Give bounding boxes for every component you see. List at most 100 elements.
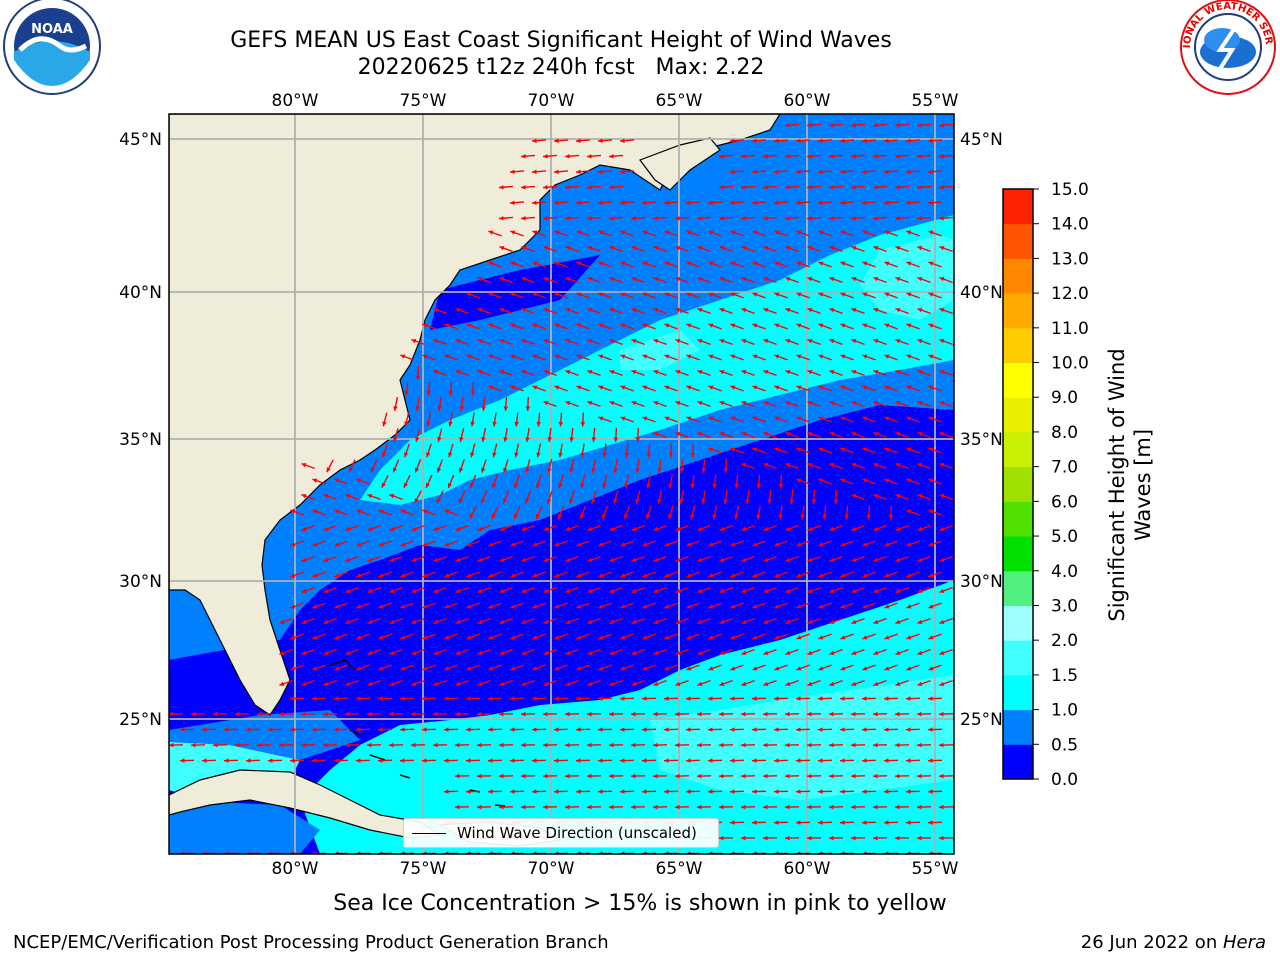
wind-wave-arrowhead: [873, 711, 878, 717]
wind-wave-arrowhead: [532, 230, 538, 235]
wind-wave-arrowhead: [488, 292, 494, 297]
wind-wave-arrowhead: [928, 200, 933, 205]
wind-wave-arrowhead: [774, 758, 779, 763]
wind-wave-arrowhead: [334, 542, 340, 547]
wind-wave-arrowhead: [708, 354, 714, 359]
wind-wave-arrowhead: [708, 323, 714, 328]
wind-wave-arrowhead: [312, 509, 318, 514]
wind-wave-arrowhead: [580, 483, 585, 489]
wind-wave-arrowhead: [686, 696, 691, 701]
lat-label: 30°N: [119, 572, 162, 592]
wind-wave-arrowhead: [543, 308, 549, 313]
wind-wave-arrowhead: [796, 169, 801, 174]
wind-wave-arrowhead: [477, 588, 483, 593]
wind-wave-arrowhead: [763, 277, 769, 282]
wind-wave-arrowhead: [811, 499, 817, 504]
wind-wave-arrowhead: [939, 123, 944, 128]
wind-wave-arrowhead: [675, 339, 681, 344]
wind-wave-arrowhead: [851, 401, 857, 406]
wind-wave-arrowhead: [829, 123, 834, 128]
wind-wave-arrowhead: [290, 542, 296, 547]
wind-wave-arrowhead: [565, 557, 571, 562]
wind-wave-arrowhead: [675, 742, 680, 748]
wind-wave-arrowhead: [719, 711, 724, 717]
wind-wave-arrowhead: [444, 696, 449, 701]
wind-wave-arrowhead: [785, 339, 791, 344]
wind-wave-arrowhead: [514, 452, 519, 458]
wind-wave-arrowhead: [906, 261, 912, 266]
wind-wave-arrowhead: [822, 514, 827, 520]
wind-wave-arrowhead: [818, 447, 824, 452]
wind-wave-arrowhead: [554, 758, 559, 763]
wind-wave-arrowhead: [576, 696, 581, 701]
wind-wave-arrowhead: [481, 467, 486, 473]
wind-wave-arrowhead: [554, 604, 560, 609]
wind-wave-arrowhead: [631, 401, 637, 406]
wind-wave-arrowhead: [807, 246, 813, 251]
wind-wave-arrowhead: [851, 681, 857, 686]
wind-wave-arrowhead: [774, 666, 780, 671]
wind-wave-arrowhead: [514, 421, 519, 427]
colorbar-segment: [1003, 362, 1033, 398]
colorbar: [1003, 189, 1033, 780]
wind-wave-arrowhead: [818, 138, 823, 143]
wind-wave-arrowhead: [576, 727, 581, 732]
wind-wave-arrowhead: [455, 526, 461, 531]
wind-wave-arrowhead: [829, 216, 834, 221]
wind-wave-arrowhead: [884, 758, 889, 763]
wind-wave-arrowhead: [873, 463, 879, 468]
wind-wave-arrowhead: [873, 804, 878, 810]
wind-wave-arrowhead: [862, 573, 868, 578]
wind-wave-arrowhead: [708, 635, 714, 640]
wind-wave-arrowhead: [862, 292, 868, 297]
wind-wave-arrowhead: [422, 509, 428, 514]
wind-wave-arrowhead: [470, 421, 475, 427]
wind-wave-arrowhead: [653, 370, 659, 375]
wind-wave-arrowhead: [818, 292, 824, 297]
wind-wave-arrowhead: [323, 742, 328, 748]
wind-wave-arrowhead: [884, 478, 890, 483]
wind-wave-arrowhead: [169, 711, 174, 717]
wind-wave-arrowhead: [939, 154, 944, 159]
wind-wave-arrowhead: [884, 230, 890, 235]
wind-wave-arrowhead: [646, 514, 651, 520]
wind-wave-arrowhead: [631, 773, 636, 779]
wind-wave-arrowhead: [558, 452, 563, 458]
wind-wave-arrowhead: [499, 773, 504, 779]
wind-wave-arrowhead: [169, 742, 174, 748]
wind-wave-arrowhead: [602, 483, 607, 489]
lon-labels-bottom: 80°W 75°W 70°W 65°W 60°W 55°W: [272, 859, 959, 879]
wind-wave-arrowhead: [675, 804, 680, 810]
wind-wave-arrowhead: [862, 604, 868, 609]
wind-wave-arrowhead: [664, 200, 669, 205]
wind-wave-arrowhead: [829, 463, 835, 468]
wind-wave-arrowhead: [719, 370, 725, 375]
wind-wave-arrowhead: [862, 200, 867, 205]
colorbar-segment: [1003, 605, 1033, 641]
wind-wave-arrowhead: [884, 138, 889, 143]
wind-wave-arrowhead: [939, 711, 944, 717]
wind-wave-arrowhead: [752, 635, 758, 640]
wind-wave-arrowhead: [554, 789, 559, 794]
wind-wave-arrowhead: [829, 401, 835, 406]
wind-wave-arrowhead: [426, 452, 431, 458]
wind-wave-arrowhead: [631, 526, 637, 531]
wind-wave-arrowhead: [785, 463, 791, 468]
wind-wave-arrowhead: [895, 835, 900, 841]
wind-wave-arrowhead: [851, 526, 857, 531]
wind-wave-arrowhead: [697, 432, 703, 437]
wind-wave-arrowhead: [730, 292, 736, 297]
wind-wave-arrowhead: [653, 619, 659, 624]
wind-wave-arrowhead: [818, 758, 823, 763]
wind-wave-arrowhead: [774, 604, 780, 609]
wind-wave-arrowhead: [470, 483, 475, 488]
wind-wave-arrowhead: [917, 339, 923, 344]
wind-wave-arrowhead: [532, 635, 538, 640]
wind-wave-arrowhead: [840, 478, 846, 483]
wind-wave-arrowhead: [730, 447, 736, 452]
lon-label: 65°W: [656, 91, 703, 111]
wind-wave-arrowhead: [763, 308, 769, 313]
wind-wave-arrowhead: [554, 354, 560, 359]
wind-wave-arrowhead: [719, 773, 724, 779]
wind-wave-arrowhead: [895, 401, 901, 406]
